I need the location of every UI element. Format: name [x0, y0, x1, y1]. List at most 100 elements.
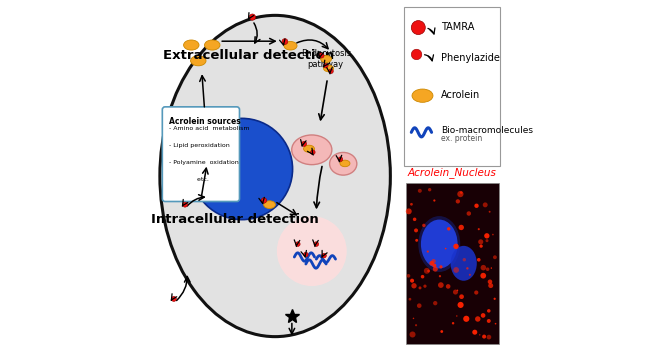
Circle shape [423, 284, 426, 288]
Circle shape [439, 275, 441, 277]
Circle shape [456, 315, 458, 317]
Text: - Polyamine  oxidation: - Polyamine oxidation [168, 160, 238, 165]
Circle shape [483, 202, 488, 207]
Circle shape [427, 270, 430, 272]
Circle shape [415, 239, 418, 242]
Text: etc.: etc. [168, 177, 208, 182]
Ellipse shape [219, 168, 234, 177]
Circle shape [419, 287, 422, 289]
Circle shape [445, 248, 447, 249]
Ellipse shape [412, 89, 433, 102]
Circle shape [487, 335, 491, 339]
FancyBboxPatch shape [406, 183, 498, 344]
Circle shape [413, 318, 414, 319]
Circle shape [440, 265, 443, 269]
Text: Acrolein sources: Acrolein sources [169, 117, 241, 126]
Circle shape [411, 21, 425, 34]
Circle shape [492, 234, 494, 235]
Circle shape [458, 302, 464, 308]
Circle shape [477, 258, 481, 262]
Circle shape [410, 203, 413, 206]
Text: Acrolein: Acrolein [441, 90, 480, 100]
Circle shape [458, 225, 464, 230]
Ellipse shape [198, 171, 213, 181]
Circle shape [489, 211, 491, 213]
Circle shape [485, 239, 489, 242]
Circle shape [418, 189, 422, 193]
Ellipse shape [191, 56, 206, 66]
Text: Intracellular detection: Intracellular detection [151, 213, 319, 226]
Circle shape [338, 157, 343, 162]
Circle shape [406, 208, 412, 214]
Ellipse shape [204, 155, 220, 165]
Circle shape [324, 63, 328, 68]
Circle shape [433, 266, 438, 272]
Circle shape [459, 294, 464, 299]
Circle shape [414, 228, 418, 232]
Circle shape [438, 282, 443, 288]
Circle shape [453, 290, 458, 295]
Circle shape [460, 191, 462, 194]
Circle shape [433, 200, 436, 202]
Text: TAMRA: TAMRA [441, 22, 474, 32]
FancyBboxPatch shape [404, 7, 500, 165]
Circle shape [409, 332, 415, 338]
Circle shape [261, 198, 267, 203]
Circle shape [456, 199, 460, 203]
Ellipse shape [421, 220, 458, 269]
Circle shape [484, 233, 489, 238]
Ellipse shape [284, 42, 297, 50]
Circle shape [472, 330, 477, 335]
Ellipse shape [329, 152, 357, 175]
Circle shape [477, 228, 480, 230]
FancyBboxPatch shape [162, 107, 240, 201]
Circle shape [415, 324, 417, 326]
Circle shape [440, 330, 443, 333]
Circle shape [491, 268, 492, 269]
Circle shape [479, 244, 483, 248]
Circle shape [474, 203, 479, 208]
Circle shape [329, 69, 333, 74]
Circle shape [453, 244, 458, 249]
Circle shape [482, 335, 486, 339]
Text: ex. protein: ex. protein [441, 134, 482, 143]
Circle shape [183, 202, 187, 207]
Circle shape [486, 268, 489, 271]
Ellipse shape [204, 40, 220, 50]
Circle shape [319, 53, 324, 58]
Ellipse shape [303, 145, 314, 152]
Text: - Lipid peroxidation: - Lipid peroxidation [168, 143, 229, 148]
Circle shape [481, 313, 485, 318]
Circle shape [422, 224, 426, 227]
Circle shape [487, 309, 491, 313]
Circle shape [424, 268, 430, 274]
Circle shape [407, 274, 410, 278]
Circle shape [191, 118, 293, 220]
Circle shape [447, 227, 451, 231]
Circle shape [453, 267, 459, 273]
Circle shape [452, 322, 455, 325]
Circle shape [428, 188, 432, 191]
Circle shape [303, 252, 308, 257]
Ellipse shape [263, 201, 276, 208]
Ellipse shape [183, 40, 199, 50]
Circle shape [301, 142, 307, 146]
Circle shape [493, 255, 497, 259]
Text: Acrolein_Nucleus: Acrolein_Nucleus [408, 167, 496, 178]
Circle shape [295, 242, 300, 246]
Circle shape [282, 39, 288, 44]
Text: Endocytosis
pathway: Endocytosis pathway [301, 49, 351, 69]
Circle shape [409, 298, 411, 301]
Ellipse shape [324, 65, 333, 72]
Circle shape [475, 316, 481, 322]
Text: Bio-macromolecules: Bio-macromolecules [441, 126, 533, 136]
Circle shape [480, 273, 486, 278]
Circle shape [495, 323, 496, 325]
Circle shape [488, 279, 493, 284]
Circle shape [310, 150, 315, 155]
Circle shape [314, 242, 318, 246]
Circle shape [421, 275, 424, 278]
Circle shape [462, 258, 466, 262]
Text: Phenylazide: Phenylazide [441, 53, 500, 63]
Text: - Amino acid  metabolism: - Amino acid metabolism [168, 126, 249, 131]
